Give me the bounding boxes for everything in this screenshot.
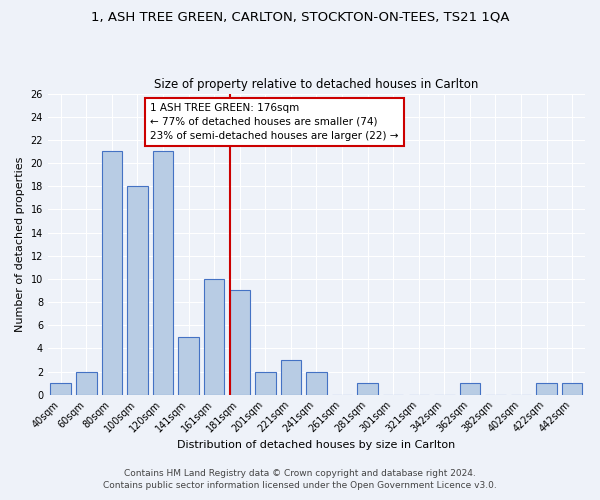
X-axis label: Distribution of detached houses by size in Carlton: Distribution of detached houses by size … [178,440,455,450]
Y-axis label: Number of detached properties: Number of detached properties [15,156,25,332]
Title: Size of property relative to detached houses in Carlton: Size of property relative to detached ho… [154,78,479,91]
Bar [358,383,378,394]
Bar [306,372,326,394]
Bar [50,383,71,394]
Bar [178,337,199,394]
Text: 1, ASH TREE GREEN, CARLTON, STOCKTON-ON-TEES, TS21 1QA: 1, ASH TREE GREEN, CARLTON, STOCKTON-ON-… [91,10,509,23]
Bar [127,186,148,394]
Text: Contains HM Land Registry data © Crown copyright and database right 2024.
Contai: Contains HM Land Registry data © Crown c… [103,469,497,490]
Bar [281,360,301,394]
Bar [536,383,557,394]
Bar [562,383,583,394]
Bar [101,152,122,394]
Bar [460,383,480,394]
Bar [204,279,224,394]
Bar [76,372,97,394]
Bar [230,290,250,395]
Bar [153,152,173,394]
Text: 1 ASH TREE GREEN: 176sqm
← 77% of detached houses are smaller (74)
23% of semi-d: 1 ASH TREE GREEN: 176sqm ← 77% of detach… [150,103,399,141]
Bar [255,372,275,394]
